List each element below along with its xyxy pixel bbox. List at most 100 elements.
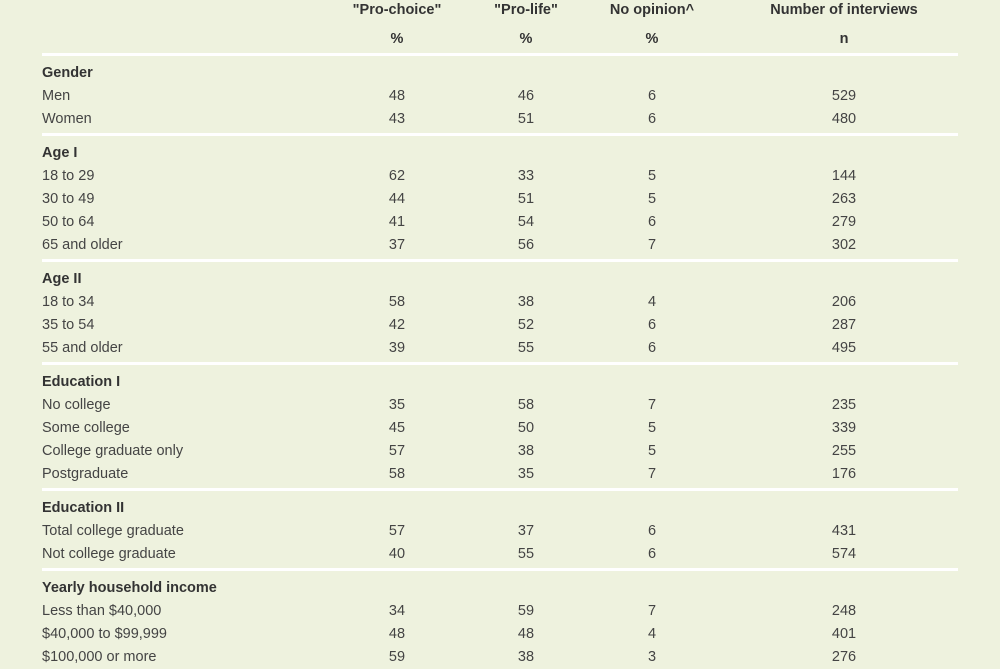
group-header: Age I	[42, 142, 958, 165]
cell-value: 44	[388, 191, 406, 207]
group-title: Yearly household income	[42, 580, 217, 596]
cell-value: 176	[831, 466, 857, 482]
row-label: Less than $40,000	[42, 603, 162, 619]
table-row: 18 to 34 58 38 4 206	[42, 291, 958, 314]
group-title: Education I	[42, 374, 121, 390]
cell-value: 279	[831, 214, 857, 230]
section-divider	[42, 488, 958, 491]
table-row: 55 and older 39 55 6 495	[42, 337, 958, 360]
cell-value: 38	[517, 443, 535, 459]
row-label: 65 and older	[42, 237, 123, 253]
row-label: Men	[42, 88, 71, 104]
cell-value: 495	[831, 340, 857, 356]
table-row: No college 35 58 7 235	[42, 394, 958, 417]
group-header: Gender	[42, 62, 958, 85]
cell-value: 4	[647, 294, 657, 310]
cell-value: 43	[388, 111, 406, 127]
cell-value: 7	[647, 603, 657, 619]
cell-value: 37	[388, 237, 406, 253]
cell-value: 38	[517, 294, 535, 310]
cell-value: 42	[388, 317, 406, 333]
column-unit: %	[519, 31, 533, 47]
cell-value: 235	[831, 397, 857, 413]
section-divider	[42, 133, 958, 136]
cell-value: 51	[517, 191, 535, 207]
cell-value: 6	[647, 340, 657, 356]
table-row: 35 to 54 42 52 6 287	[42, 314, 958, 337]
section-divider	[42, 53, 958, 56]
table-row: Less than $40,000 34 59 7 248	[42, 600, 958, 623]
row-label: College graduate only	[42, 443, 184, 459]
table-row: $40,000 to $99,999 48 48 4 401	[42, 623, 958, 646]
cell-value: 35	[517, 466, 535, 482]
group-title: Age II	[42, 271, 82, 287]
group-title: Education II	[42, 500, 125, 516]
row-label: Postgraduate	[42, 466, 129, 482]
cell-value: 37	[517, 523, 535, 539]
column-header: "Pro-choice"	[352, 2, 442, 18]
cell-value: 55	[517, 546, 535, 562]
column-header: "Pro-life"	[494, 2, 558, 18]
cell-value: 339	[831, 420, 857, 436]
table-row: Total college graduate 57 37 6 431	[42, 520, 958, 543]
cell-value: 34	[388, 603, 406, 619]
table-row: Not college graduate 40 55 6 574	[42, 543, 958, 566]
cell-value: 206	[831, 294, 857, 310]
cell-value: 6	[647, 214, 657, 230]
crosstab-table: "Pro-choice" "Pro-life" No opinion^ Number …	[42, 0, 958, 669]
column-unit: %	[390, 31, 404, 47]
column-header: No opinion^	[609, 2, 695, 18]
cell-value: 3	[647, 649, 657, 665]
table-row: Postgraduate 58 35 7 176	[42, 463, 958, 486]
cell-value: 40	[388, 546, 406, 562]
column-header: Number of interviews	[770, 2, 918, 18]
cell-value: 7	[647, 237, 657, 253]
cell-value: 57	[388, 443, 406, 459]
row-label: 55 and older	[42, 340, 123, 356]
group-header: Education I	[42, 371, 958, 394]
cell-value: 48	[517, 626, 535, 642]
cell-value: 45	[388, 420, 406, 436]
cell-value: 6	[647, 88, 657, 104]
cell-value: 48	[388, 626, 406, 642]
row-label: No college	[42, 397, 111, 413]
cell-value: 7	[647, 466, 657, 482]
cell-value: 48	[388, 88, 406, 104]
cell-value: 255	[831, 443, 857, 459]
cell-value: 401	[831, 626, 857, 642]
group-header: Education II	[42, 497, 958, 520]
cell-value: 5	[647, 420, 657, 436]
cell-value: 46	[517, 88, 535, 104]
header-row: "Pro-choice" "Pro-life" No opinion^ Number …	[42, 0, 958, 22]
table-row: College graduate only 57 38 5 255	[42, 440, 958, 463]
row-label: 18 to 34	[42, 294, 95, 310]
cell-value: 5	[647, 443, 657, 459]
group-header: Yearly household income	[42, 577, 958, 600]
table-row: Some college 45 50 5 339	[42, 417, 958, 440]
cell-value: 4	[647, 626, 657, 642]
cell-value: 52	[517, 317, 535, 333]
cell-value: 6	[647, 111, 657, 127]
cell-value: 6	[647, 546, 657, 562]
section-divider	[42, 259, 958, 262]
row-label: Not college graduate	[42, 546, 176, 562]
table-row: 18 to 29 62 33 5 144	[42, 165, 958, 188]
section-divider	[42, 568, 958, 571]
cell-value: 58	[388, 294, 406, 310]
table-row: 30 to 49 44 51 5 263	[42, 188, 958, 211]
cell-value: 144	[831, 168, 857, 184]
row-label: Some college	[42, 420, 130, 436]
row-label: 35 to 54	[42, 317, 95, 333]
cell-value: 248	[831, 603, 857, 619]
table-row: 65 and older 37 56 7 302	[42, 234, 958, 257]
cell-value: 33	[517, 168, 535, 184]
cell-value: 62	[388, 168, 406, 184]
cell-value: 6	[647, 523, 657, 539]
group-header: Age II	[42, 268, 958, 291]
table-row: 50 to 64 41 54 6 279	[42, 211, 958, 234]
cell-value: 50	[517, 420, 535, 436]
row-label: Women	[42, 111, 92, 127]
cell-value: 41	[388, 214, 406, 230]
group-title: Age I	[42, 145, 78, 161]
table-row: Men 48 46 6 529	[42, 85, 958, 108]
